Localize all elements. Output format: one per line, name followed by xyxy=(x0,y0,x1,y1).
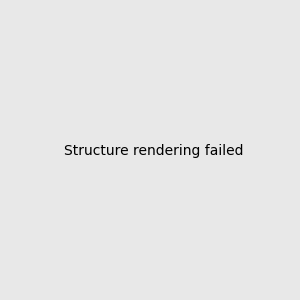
Text: Structure rendering failed: Structure rendering failed xyxy=(64,145,244,158)
